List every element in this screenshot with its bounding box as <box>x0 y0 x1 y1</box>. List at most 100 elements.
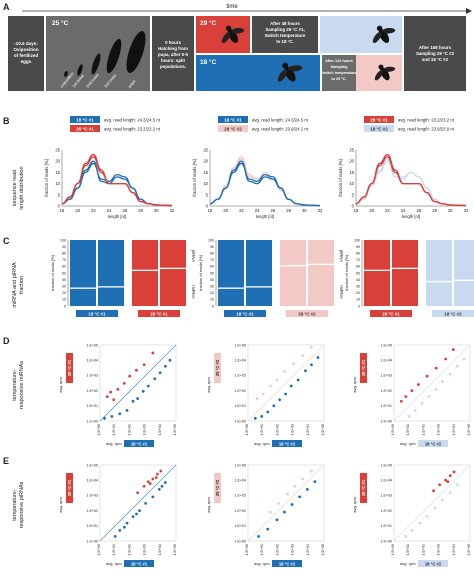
x-tick-label: 26 <box>417 208 422 213</box>
x-tick-label: 24 <box>107 208 112 213</box>
panel-ylabel: temperature- <box>12 489 18 521</box>
legend-swatch <box>364 125 394 132</box>
x-tick-label: 1.E+02 <box>421 544 425 556</box>
diagonal-line <box>393 464 471 542</box>
time-label: time <box>226 4 238 10</box>
x-condition-label: 18 °C #1 <box>131 561 148 566</box>
x-tick-label: 20 <box>223 208 228 213</box>
x-tick-label: 1.E+04 <box>158 424 162 436</box>
y-tick-label: 80 <box>356 252 360 256</box>
y-tick-label: 1.E+01 <box>235 404 247 408</box>
data-point <box>310 345 313 349</box>
data-point <box>289 384 293 388</box>
y-tick-label: 1.E+03 <box>381 494 393 498</box>
data-point <box>122 381 126 385</box>
panel-letter: B <box>3 116 10 126</box>
scatter-plot-1: 1.E+001.E+00 1.E+01 1.E+01 1.E+02 1.E+02 1.E+… <box>58 463 177 567</box>
panel-letter: D <box>3 336 10 346</box>
y-tick-label: 1.E+05 <box>235 343 247 347</box>
y-tick-label: 1.E+02 <box>87 389 99 393</box>
y-tick-label: 10 <box>62 298 66 302</box>
y-tick-label: 100 <box>354 238 360 242</box>
x-tick-label: 24 <box>255 208 260 213</box>
data-point <box>260 415 264 418</box>
data-point <box>144 501 148 505</box>
data-point <box>168 358 172 362</box>
series-line <box>61 156 173 207</box>
x-tick-label: 24 <box>401 208 406 213</box>
data-point <box>269 510 272 514</box>
fly-icon-29c-2 <box>374 64 396 81</box>
data-point <box>141 389 145 393</box>
y-tick-label: 1.E+03 <box>235 374 247 378</box>
mirna-label: miRNA <box>339 285 344 298</box>
fly-head <box>225 25 232 32</box>
box-168h <box>404 16 466 91</box>
y-tick-label: 1.E+01 <box>87 404 99 408</box>
y-tick-label: 0 <box>206 204 209 209</box>
data-point <box>448 372 452 376</box>
data-point <box>298 495 302 499</box>
box-0h-text: 0 hours <box>165 40 181 45</box>
x-tick-label: 30 <box>302 208 307 213</box>
x-tick-label: 1.E+00 <box>97 424 101 436</box>
condition-label: 29 °C #1 <box>150 311 168 316</box>
y-condition-badge <box>66 353 73 383</box>
data-point <box>142 363 146 367</box>
y-tick-label: 1.E+02 <box>381 389 393 393</box>
x-condition-badge <box>124 440 154 447</box>
x-tick-label: 28 <box>286 208 291 213</box>
condition-badge <box>138 310 180 317</box>
x-tick-label: 18 <box>60 208 65 213</box>
series-line <box>209 156 321 207</box>
y-tick-label: 1.E+02 <box>381 509 393 513</box>
y-tick-label: 100 <box>60 238 66 242</box>
data-point <box>128 374 132 378</box>
x-tick-label: 20 <box>369 208 374 213</box>
box-0h-text: hours: split <box>161 58 185 63</box>
x-axis-label: avg. rpm <box>106 561 122 566</box>
data-point <box>118 412 122 416</box>
data-point <box>410 528 414 532</box>
data-point <box>156 472 159 476</box>
data-point <box>290 503 294 506</box>
x-axis-label: avg. rpm <box>254 441 270 446</box>
panel-ylabel: fraction <box>19 276 25 294</box>
y-tick-label: 90 <box>356 245 360 249</box>
x-tick-label: 26 <box>123 208 128 213</box>
condition-badge <box>224 310 266 317</box>
y-tick-label: 80 <box>62 252 66 256</box>
bar-pirna <box>70 240 96 288</box>
data-point <box>444 478 448 482</box>
series-line <box>209 158 321 207</box>
bar-pirna <box>426 240 452 281</box>
fly-icon-18c-2 <box>372 25 396 44</box>
box-0h <box>152 16 194 91</box>
fly-wing <box>382 27 396 34</box>
y-axis-label: fraction of reads [%] <box>44 159 49 196</box>
data-point <box>404 395 408 399</box>
scatter-plot-2: 1.E+001.E+00 1.E+01 1.E+01 1.E+02 1.E+02 1.E+… <box>206 343 325 447</box>
x-tick-label: 1.E+05 <box>173 544 177 556</box>
y-tick-label: 20 <box>62 291 66 295</box>
box-120h-text: Sampling <box>330 65 348 69</box>
condition-label: 18 °C #1 <box>88 311 106 316</box>
y-axis-label: avg. rpm <box>58 497 63 513</box>
x-tick-label: 1.E+01 <box>260 544 264 556</box>
data-point <box>135 368 138 372</box>
y-tick-label: 0 <box>352 204 355 209</box>
condition-label: 29 °C #1 <box>382 311 400 316</box>
length-plot-1: 18 °C #1 avg. read length: 24.3/24.5 nt 29… <box>44 116 175 219</box>
x-tick-label: 1.E+04 <box>452 544 456 556</box>
y-condition-badge <box>66 473 73 503</box>
data-point <box>109 390 113 394</box>
x-tick-label: 1.E+02 <box>127 544 131 556</box>
fly-body <box>227 29 239 43</box>
y-tick-label: 1.E+03 <box>381 374 393 378</box>
bar-pirna <box>454 240 474 280</box>
plot-frame <box>393 344 471 422</box>
y-tick-label: 1.E+05 <box>381 343 393 347</box>
box-48h-text: Switch temperature <box>265 33 306 38</box>
series-line <box>209 162 321 207</box>
x-tick-label: 1.E+00 <box>391 424 395 436</box>
